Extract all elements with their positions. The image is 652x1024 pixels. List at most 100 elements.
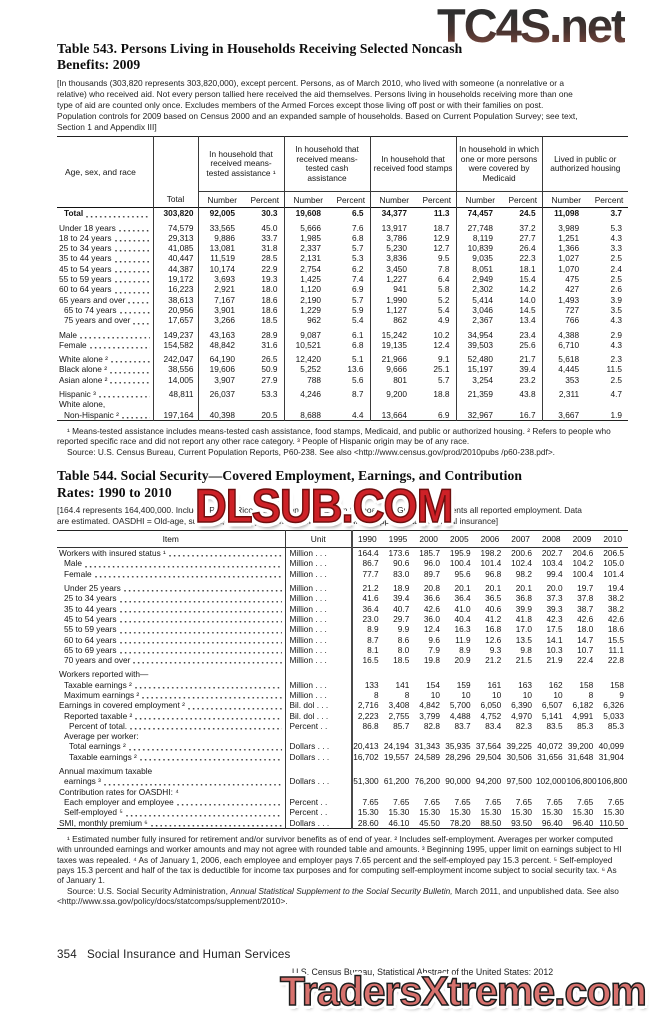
cell: 103.4 (541, 558, 563, 569)
cell: 3,901 (197, 304, 246, 316)
cell: 5.7 (438, 374, 450, 385)
dot-leader (84, 560, 282, 568)
dot-leader (94, 571, 282, 579)
row-stub: Workers reported with— (59, 669, 285, 679)
cell: 206.5 (603, 548, 624, 559)
cell: 12.4 (423, 624, 440, 635)
cell: 42.3 (546, 613, 563, 624)
cell: 8,051 (455, 263, 505, 275)
cell: 74,579 (152, 222, 198, 233)
gap-cell (455, 218, 505, 223)
cell: 20.9 (454, 655, 471, 666)
row-label: 70 years and over (64, 655, 131, 666)
cell: 7.65 (546, 796, 563, 807)
dot-leader (150, 819, 282, 827)
cell: 18.6 (261, 294, 278, 305)
row-label: 65 to 69 years (64, 644, 117, 655)
row-stub: 35 to 44 years (59, 253, 153, 263)
cell: 53.3 (261, 389, 278, 400)
row-label: Workers reported with— (59, 669, 149, 680)
cell: 5.8 (438, 284, 450, 295)
cell: 16.5 (351, 655, 383, 666)
cell (444, 731, 475, 741)
cell: 862 (369, 315, 419, 326)
cell: 4,488 (449, 710, 471, 721)
dot-leader (130, 723, 282, 731)
cell: 159 (456, 679, 471, 690)
row-stub: Total earnings ² (59, 741, 285, 751)
cell: 2,223 (351, 710, 383, 721)
cell: 4.7 (610, 389, 623, 400)
section-title: Social Insurance and Human Services (86, 948, 291, 961)
subheader-percent: Percent (508, 194, 538, 205)
row-stub: 65 years and over (59, 295, 153, 305)
row-stub-cell: Annual maximum taxable (57, 766, 285, 776)
dot-leader (89, 342, 150, 350)
cell: 41.6 (351, 593, 383, 604)
cell: 14.0 (519, 294, 536, 305)
cell (541, 399, 591, 410)
cell: 31.6 (261, 339, 278, 350)
unit-cell: Million . . . (284, 603, 352, 614)
cell: 3,450 (369, 263, 419, 275)
cell: 6.8 (351, 339, 364, 350)
cell: 28.60 (351, 817, 383, 829)
cell: 7,167 (197, 294, 246, 305)
row-label: 60 to 64 years (59, 284, 112, 295)
cell: 17.0 (515, 624, 532, 635)
cell: 4.4 (351, 409, 364, 420)
dot-leader (119, 636, 282, 644)
cell: 15.4 (519, 274, 536, 285)
unit-cell (284, 786, 352, 797)
row-label: Total earnings ² (69, 741, 126, 752)
cell: 19.7 (577, 583, 594, 594)
cell: 20,956 (152, 304, 198, 316)
cell: 200.6 (511, 548, 532, 559)
cell: 37.8 (577, 593, 594, 604)
row-stub: 25 to 34 years (59, 243, 153, 253)
table-row: 25 to 34 years 41,085 13,081 31.8 2,337 5.7 5,… (57, 243, 628, 254)
cell: 77.7 (351, 568, 383, 580)
cell: 41.2 (485, 613, 502, 624)
cell: 26,037 (197, 389, 246, 400)
cell: 9.6 (428, 634, 440, 645)
cell: 149,237 (152, 329, 198, 340)
gap-cell (541, 325, 591, 330)
cell: 42.6 (607, 613, 624, 624)
cell (567, 669, 598, 679)
cell: 5.2 (438, 294, 450, 305)
cell: 2.5 (610, 253, 623, 264)
row-stub: 35 to 44 years (59, 604, 285, 614)
dot-leader (168, 550, 282, 558)
cell: 4.3 (610, 315, 623, 326)
row-stub-cell: Asian alone ² (57, 375, 153, 385)
row-stub: Non-Hispanic ² (59, 410, 153, 420)
row-label: Black alone ² (59, 364, 107, 375)
row-stub: 60 to 64 years (59, 635, 285, 645)
cell: 36.5 (485, 593, 502, 604)
cell: 40,398 (197, 409, 246, 421)
cell (597, 669, 628, 679)
cell: 23.2 (519, 374, 536, 385)
cell: 14,005 (152, 374, 198, 386)
table-row: Total 303,820 92,005 30.3 19,608 6.5 34,377 11.… (57, 207, 629, 219)
cell: 36.0 (423, 613, 440, 624)
table-543-headnote: [In thousands (303,820 represents 303,82… (57, 77, 578, 133)
cell: 475 (541, 274, 591, 285)
cell: 185.7 (419, 548, 440, 559)
gap-cell (197, 385, 246, 390)
cell: 82.8 (423, 720, 440, 731)
cell: 25.1 (433, 364, 450, 375)
cell: 31,904 (598, 751, 624, 762)
row-label: Hispanic ³ (59, 389, 96, 400)
cell: 21,966 (369, 354, 419, 365)
table-543: Age, sex, and race Total In household th… (57, 136, 629, 421)
cell: 83.5 (546, 720, 563, 731)
table-543-header: Age, sex, and race Total In household th… (57, 136, 629, 208)
dot-leader (114, 255, 150, 263)
cell: 158 (610, 679, 624, 690)
unit-cell: Percent . . (284, 807, 352, 818)
row-stub-cell: White alone ² (57, 354, 153, 364)
cell: 22.4 (577, 655, 594, 666)
